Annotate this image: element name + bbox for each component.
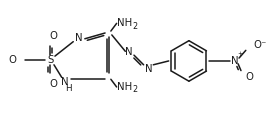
Text: 2: 2 [132,85,138,94]
Text: O⁻: O⁻ [254,40,267,50]
Text: +: + [237,51,243,57]
Text: NH: NH [117,82,132,92]
Text: 2: 2 [132,22,138,31]
Text: O: O [246,72,254,82]
Text: O: O [49,79,57,89]
Text: O: O [49,31,57,41]
Text: N: N [125,47,133,57]
Text: H: H [65,84,72,93]
Text: NH: NH [117,18,132,28]
Text: N: N [75,33,83,43]
Text: N: N [231,56,239,66]
Text: N: N [61,77,68,87]
Text: N: N [145,64,152,74]
Text: O: O [9,55,17,65]
Text: S: S [47,55,53,65]
